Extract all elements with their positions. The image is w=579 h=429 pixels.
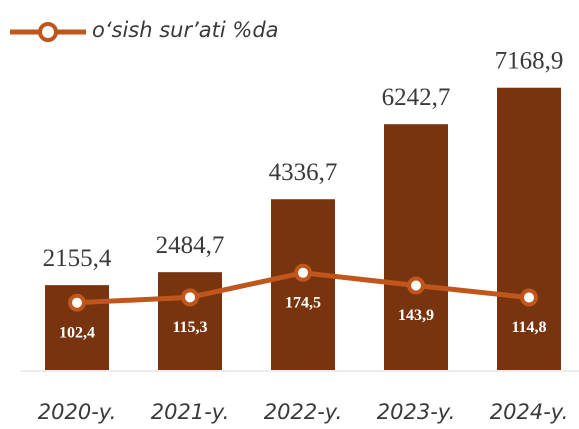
bar-value-label: 4336,7 bbox=[269, 159, 338, 186]
line-value-label: 174,5 bbox=[285, 294, 321, 311]
line-value-label: 143,9 bbox=[398, 307, 434, 324]
legend-label: o‘sish sur’ati %da bbox=[92, 18, 279, 42]
line-value-label: 102,4 bbox=[59, 324, 95, 341]
legend-marker bbox=[38, 22, 58, 42]
line-marker bbox=[520, 288, 538, 307]
bar bbox=[271, 199, 335, 370]
x-tick-label: 2023-y. bbox=[377, 400, 456, 424]
line-marker bbox=[407, 276, 425, 295]
bar-value-label: 6242,7 bbox=[382, 84, 451, 111]
line-value-label: 115,3 bbox=[172, 319, 207, 336]
x-tick-label: 2021-y. bbox=[151, 400, 230, 424]
line-marker bbox=[181, 288, 199, 307]
bar bbox=[497, 87, 561, 371]
x-tick-label: 2020-y. bbox=[38, 400, 117, 424]
bar-value-label: 7168,9 bbox=[495, 47, 564, 74]
bar-value-label: 2484,7 bbox=[156, 232, 225, 259]
x-tick-label: 2022-y. bbox=[264, 400, 343, 424]
line-marker bbox=[294, 263, 312, 282]
line-value-label: 114,8 bbox=[511, 319, 546, 336]
bar-value-label: 2155,4 bbox=[43, 245, 112, 272]
x-tick-label: 2024-y. bbox=[490, 400, 569, 424]
line-marker bbox=[68, 293, 86, 312]
bar bbox=[384, 124, 448, 370]
